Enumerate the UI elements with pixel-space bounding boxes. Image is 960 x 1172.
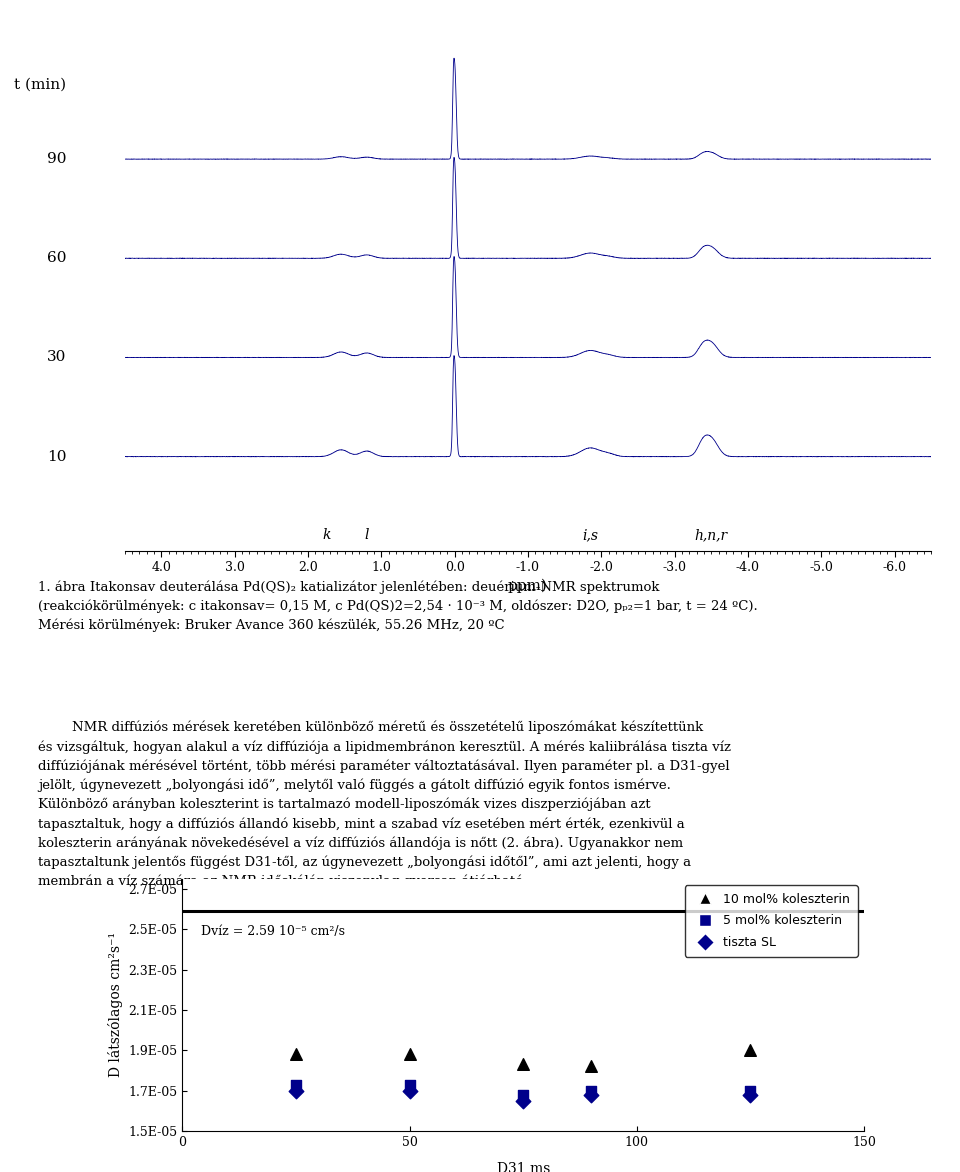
Point bbox=[584, 1085, 599, 1104]
Text: Dvíz = 2.59 10⁻⁵ cm²/s: Dvíz = 2.59 10⁻⁵ cm²/s bbox=[201, 926, 345, 939]
Point bbox=[584, 1082, 599, 1101]
Text: 1. ábra Itakonsav deuterálása Pd(QS)₂ katializátor jelenlétében: deuérium-NMR sp: 1. ábra Itakonsav deuterálása Pd(QS)₂ ka… bbox=[38, 580, 758, 632]
Legend: 10 mol% koleszterin, 5 mol% koleszterin, tiszta SL: 10 mol% koleszterin, 5 mol% koleszterin,… bbox=[684, 885, 857, 956]
Point bbox=[516, 1055, 531, 1074]
Point bbox=[743, 1041, 758, 1059]
Point bbox=[288, 1082, 303, 1101]
Point bbox=[402, 1045, 418, 1064]
Point bbox=[743, 1085, 758, 1104]
Text: 30: 30 bbox=[47, 350, 66, 364]
Text: t (min): t (min) bbox=[14, 77, 66, 91]
Point bbox=[402, 1075, 418, 1093]
Point bbox=[288, 1075, 303, 1093]
Text: k: k bbox=[323, 529, 330, 541]
Text: 90: 90 bbox=[47, 152, 66, 166]
Text: NMR diffúziós mérések keretében különböző méretű és összetételű liposzómákat kés: NMR diffúziós mérések keretében különböz… bbox=[38, 721, 732, 888]
Text: l: l bbox=[365, 529, 369, 541]
Text: 60: 60 bbox=[47, 251, 66, 265]
Point bbox=[516, 1085, 531, 1104]
Text: h,n,r: h,n,r bbox=[695, 529, 728, 541]
Text: 10: 10 bbox=[47, 450, 66, 464]
X-axis label: ppm): ppm) bbox=[508, 579, 548, 593]
Point bbox=[516, 1091, 531, 1110]
Y-axis label: D látszólagos cm²s⁻¹: D látszólagos cm²s⁻¹ bbox=[108, 933, 123, 1077]
Point bbox=[402, 1082, 418, 1101]
Point bbox=[743, 1082, 758, 1101]
Text: i,s: i,s bbox=[583, 529, 598, 541]
Point bbox=[584, 1057, 599, 1076]
Point bbox=[288, 1045, 303, 1064]
Text: D31 ms: D31 ms bbox=[496, 1161, 550, 1172]
